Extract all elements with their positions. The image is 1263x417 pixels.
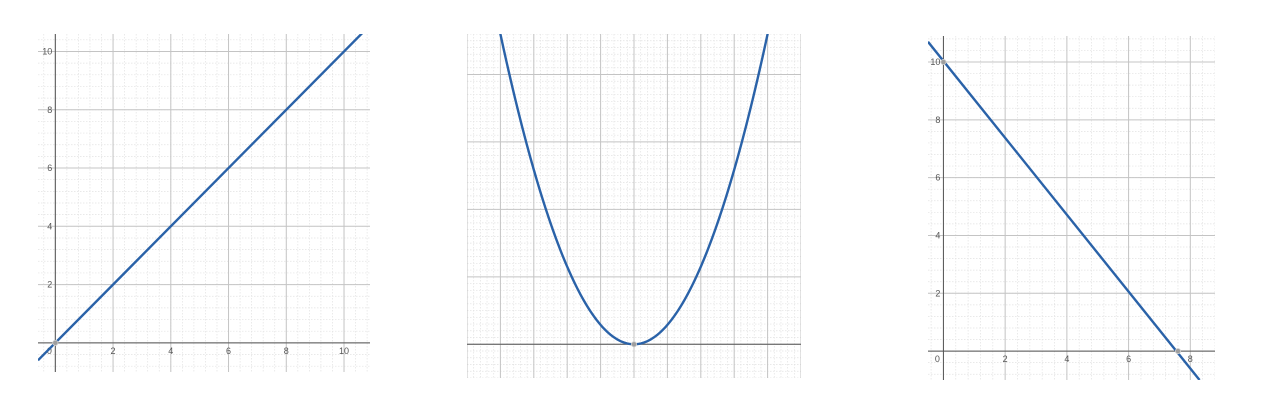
y-tick-label: 10 bbox=[930, 57, 940, 67]
x-tick-label: 4 bbox=[168, 346, 173, 356]
y-tick-label: 4 bbox=[935, 230, 940, 240]
data-point bbox=[1174, 348, 1181, 355]
chart-linear-increasing: 0 2 4 6 8 10 2 4 6 8 10 bbox=[38, 34, 370, 372]
series-line-0 bbox=[38, 34, 364, 362]
data-point bbox=[52, 339, 59, 346]
y-tick-label: 4 bbox=[47, 221, 52, 231]
y-tick-label: 6 bbox=[47, 163, 52, 173]
data-point bbox=[940, 59, 947, 66]
grid bbox=[928, 36, 1215, 380]
x-tick-label: 4 bbox=[1064, 354, 1069, 364]
x-tick-label: 2 bbox=[111, 346, 116, 356]
grid bbox=[467, 34, 801, 378]
data-point bbox=[630, 341, 637, 348]
y-tick-label: 10 bbox=[42, 46, 52, 56]
chart-linear-decreasing: 0 2 4 6 8 2 4 6 8 10 bbox=[928, 36, 1215, 380]
x-tick-label: 0 bbox=[935, 354, 940, 364]
x-tick-label: 8 bbox=[284, 346, 289, 356]
chart-parabola bbox=[467, 34, 801, 378]
y-tick-label: 8 bbox=[935, 115, 940, 125]
y-tick-label: 2 bbox=[935, 288, 940, 298]
x-tick-label: 0 bbox=[47, 346, 52, 356]
series-line-0 bbox=[928, 41, 1201, 380]
x-tick-label: 8 bbox=[1188, 354, 1193, 364]
y-tick-label: 8 bbox=[47, 105, 52, 115]
y-tick-label: 6 bbox=[935, 173, 940, 183]
y-tick-label: 2 bbox=[47, 280, 52, 290]
x-tick-label: 2 bbox=[1003, 354, 1008, 364]
grid bbox=[38, 34, 370, 372]
x-tick-label: 10 bbox=[339, 346, 349, 356]
x-tick-label: 6 bbox=[1126, 354, 1131, 364]
x-tick-label: 6 bbox=[226, 346, 231, 356]
